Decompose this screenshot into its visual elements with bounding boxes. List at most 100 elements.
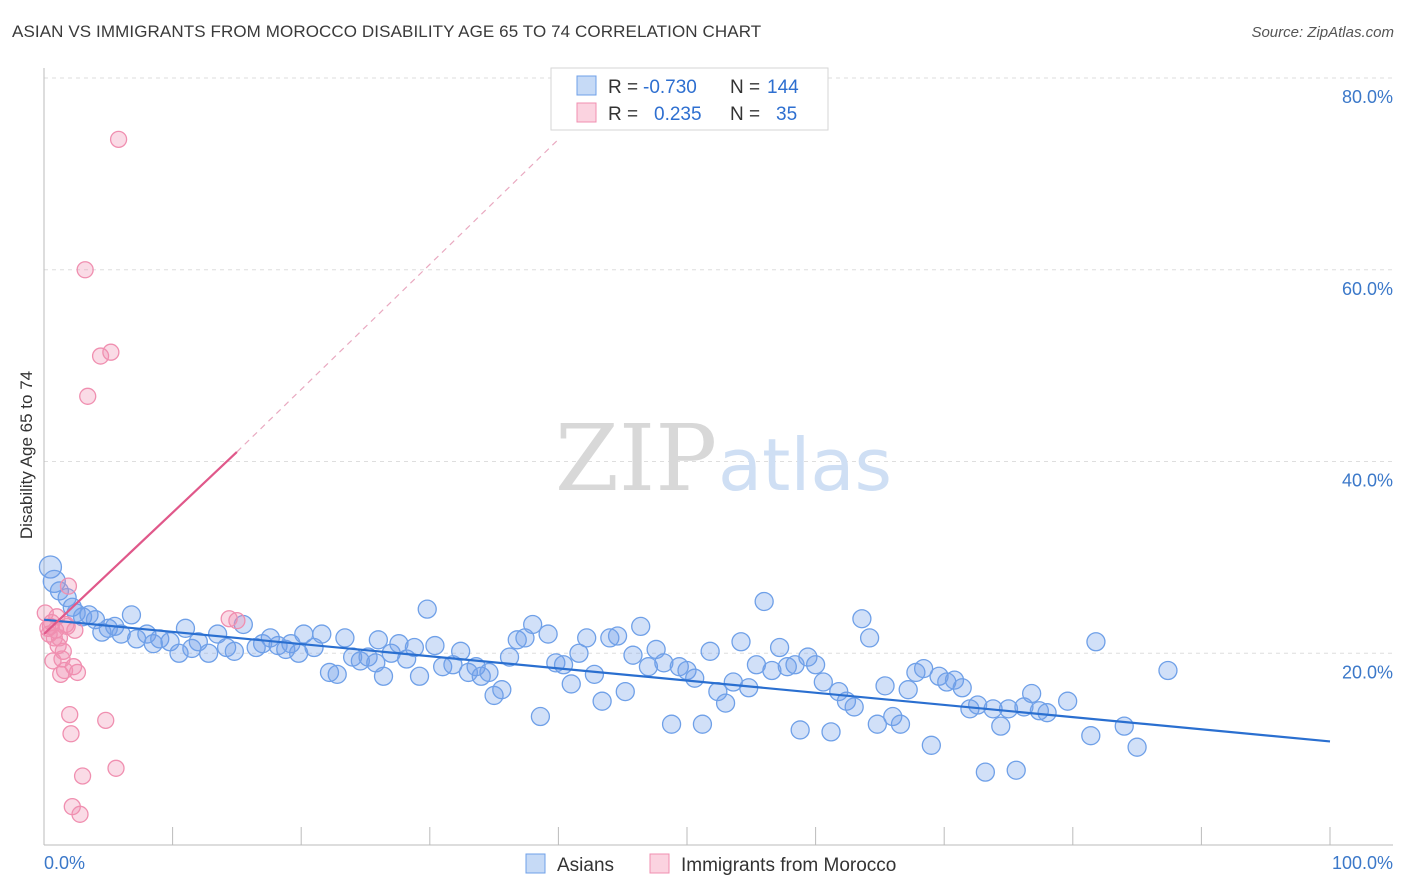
- asian-point: [327, 664, 347, 684]
- asian-point: [875, 676, 895, 696]
- morocco-point: [54, 642, 72, 660]
- asian-point: [913, 658, 934, 679]
- morocco-point: [71, 805, 89, 823]
- asian-point: [335, 628, 355, 648]
- asian-point: [998, 699, 1019, 719]
- x-tick-label-max: 100.0%: [1332, 853, 1393, 873]
- morocco-point: [66, 621, 84, 639]
- morocco-trendline: [43, 451, 238, 635]
- asians-n-value: 144: [767, 77, 799, 98]
- asian-point: [883, 706, 903, 727]
- morocco-point: [107, 759, 125, 777]
- asian-point: [769, 637, 790, 658]
- asian-point: [404, 637, 425, 658]
- x-tick-label-min: 0.0%: [44, 853, 85, 873]
- asian-point: [425, 635, 445, 656]
- asian-point: [1086, 632, 1106, 652]
- asian-point: [577, 628, 597, 648]
- morocco-trendline-extension: [236, 138, 559, 453]
- asian-point: [661, 714, 682, 734]
- asian-point: [451, 641, 471, 661]
- morocco-point: [62, 725, 80, 743]
- morocco-point: [102, 343, 120, 361]
- watermark-atlas: atlas: [718, 423, 892, 507]
- stats-legend: R = -0.730 N = 144 R = 0.235 N = 35: [550, 67, 829, 131]
- asian-point: [762, 660, 782, 681]
- asian-point: [944, 670, 965, 690]
- asians-points: [38, 555, 1178, 782]
- morocco-point: [91, 347, 110, 365]
- morocco-point: [109, 130, 128, 149]
- morocco-r-label: R =: [608, 104, 638, 125]
- y-tick-label: 60.0%: [1342, 279, 1393, 299]
- asian-point: [417, 599, 437, 619]
- asians-swatch: [576, 75, 597, 96]
- y-tick-label: 40.0%: [1342, 471, 1393, 491]
- asian-point: [111, 624, 131, 644]
- asian-point: [700, 641, 720, 661]
- asian-point: [991, 716, 1011, 736]
- asian-point: [1058, 691, 1078, 711]
- asian-point: [798, 647, 818, 667]
- asian-point: [1081, 726, 1101, 746]
- asians-r-label: R =: [608, 77, 638, 98]
- morocco-n-label: N =: [730, 104, 760, 125]
- asian-point: [777, 657, 797, 677]
- asian-point: [638, 657, 659, 677]
- watermark-zip: ZIP: [555, 405, 717, 512]
- asian-point: [952, 678, 972, 698]
- gridlines: [44, 77, 1393, 654]
- asian-point: [631, 616, 651, 637]
- asian-point: [654, 653, 674, 673]
- asian-point: [692, 714, 713, 734]
- asian-point: [49, 581, 70, 601]
- chart-title: ASIAN VS IMMIGRANTS FROM MOROCCO DISABIL…: [12, 22, 762, 41]
- asian-point: [198, 643, 219, 663]
- legend-asians-swatch: [525, 853, 546, 874]
- asian-point: [685, 668, 705, 688]
- asian-point: [813, 672, 833, 692]
- y-axis-title: Disability Age 65 to 74: [17, 371, 36, 539]
- morocco-point: [97, 711, 115, 730]
- asian-point: [623, 645, 643, 665]
- asian-point: [207, 624, 228, 644]
- morocco-r-value: 0.235: [654, 104, 702, 125]
- asian-point: [715, 693, 736, 713]
- asian-point: [373, 666, 394, 686]
- asian-point: [1037, 703, 1057, 723]
- asian-point: [38, 555, 63, 579]
- morocco-point: [79, 387, 97, 405]
- asian-point: [600, 628, 620, 648]
- asian-point: [409, 666, 430, 686]
- asian-point: [224, 641, 244, 661]
- asians-r-value: -0.730: [643, 77, 697, 98]
- asians-n-label: N =: [730, 77, 760, 98]
- asian-point: [538, 624, 558, 644]
- morocco-point: [68, 663, 87, 682]
- morocco-point: [59, 577, 78, 595]
- asian-point: [867, 714, 887, 734]
- morocco-points: [36, 130, 246, 823]
- asian-point: [499, 647, 520, 667]
- y-tick-label: 80.0%: [1342, 87, 1393, 107]
- asian-point: [790, 720, 810, 740]
- asian-point: [42, 569, 66, 593]
- asian-point: [821, 722, 841, 742]
- asian-point: [569, 643, 589, 663]
- morocco-point: [61, 705, 79, 724]
- asian-point: [507, 630, 527, 650]
- asian-point: [584, 664, 605, 684]
- x-axis-ticks: [172, 827, 1331, 845]
- asian-point: [898, 680, 918, 700]
- bottom-legend: Asians Immigrants from Morocco: [525, 853, 896, 876]
- y-axis-tick-labels: 20.0% 40.0% 60.0% 80.0%: [1342, 87, 1393, 682]
- asian-point: [561, 674, 581, 694]
- asian-point: [607, 626, 628, 646]
- asian-point: [121, 605, 142, 625]
- asian-point: [844, 697, 864, 717]
- asian-point: [1114, 716, 1134, 736]
- asian-point: [731, 632, 751, 652]
- asian-point: [859, 628, 880, 648]
- y-tick-label: 20.0%: [1342, 662, 1393, 682]
- asian-point: [1127, 737, 1147, 757]
